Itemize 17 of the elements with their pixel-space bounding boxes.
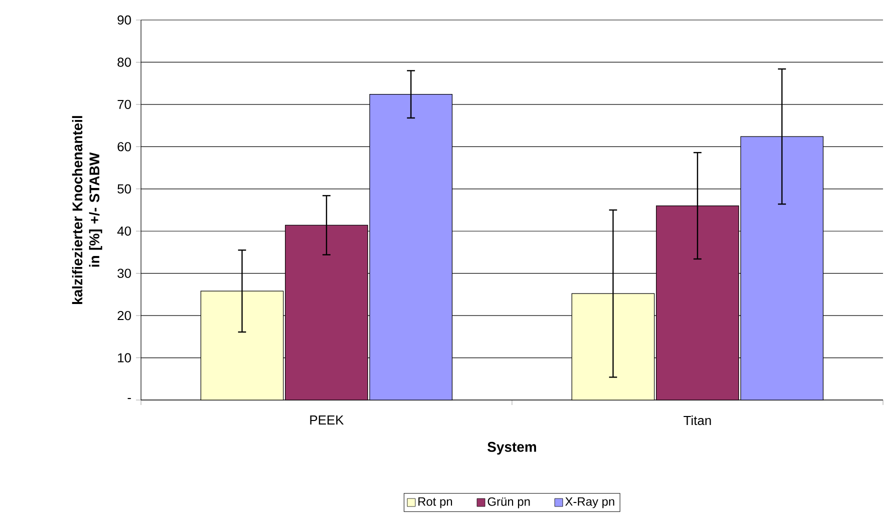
y-tick-label: 90 bbox=[118, 15, 131, 25]
y-axis-title: kalzifiezierter Knochenanteil in [%] +/- STABW bbox=[72, 116, 102, 304]
y-tick-label: 80 bbox=[118, 58, 131, 67]
legend-label: Grün pn bbox=[488, 497, 530, 508]
y-tick-label: 40 bbox=[117, 226, 131, 236]
y-tick-label: 30 bbox=[118, 268, 131, 278]
x-tick-label: PEEK bbox=[310, 416, 344, 424]
y-tick-label: 70 bbox=[118, 100, 131, 110]
y-tick-label: 60 bbox=[118, 142, 131, 152]
x-tick-label: Titan bbox=[684, 416, 711, 426]
legend-label: X-Ray pn bbox=[565, 497, 614, 508]
y-tick-label: 10 bbox=[118, 353, 131, 362]
legend-label: Rot pn bbox=[418, 497, 452, 508]
x-axis-title: System bbox=[488, 442, 536, 455]
y-tick-label: - bbox=[128, 398, 131, 400]
y-tick-label: 50 bbox=[118, 184, 131, 194]
y-tick-label: 20 bbox=[118, 310, 131, 320]
